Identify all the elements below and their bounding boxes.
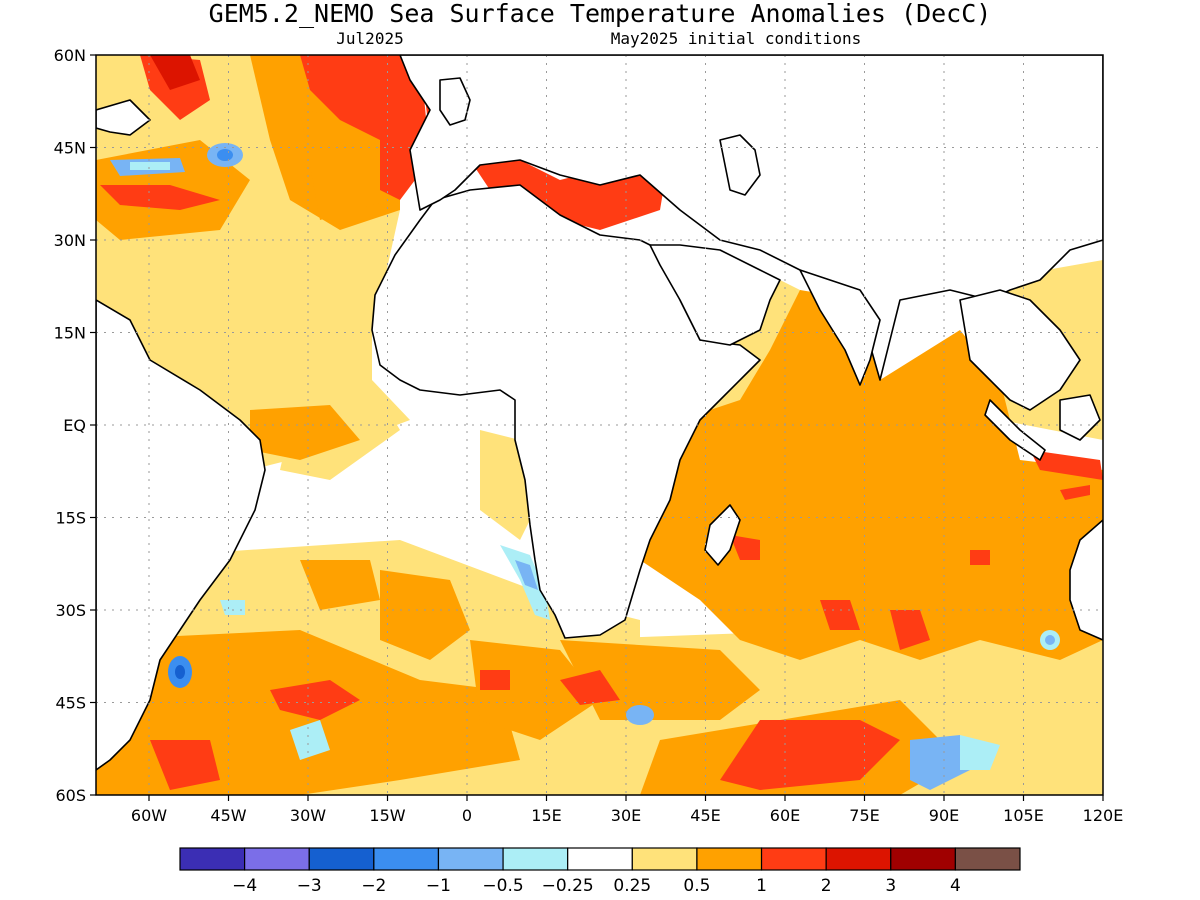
- valid-month-label: Jul2025: [336, 29, 403, 48]
- colorbar-swatch: [308, 847, 375, 871]
- lat-tick-label: 45S: [55, 694, 86, 713]
- caspian-sea: [719, 134, 761, 196]
- colorbar-swatch: [567, 847, 633, 871]
- lon-tick-label: 45E: [690, 806, 720, 825]
- colorbar-swatch: [954, 847, 1021, 871]
- colorbar-label: 2: [821, 876, 832, 896]
- anomaly-band-0p5: [96, 55, 1103, 795]
- colorbar-swatch: [890, 847, 956, 871]
- borneo-landmass: [1059, 394, 1101, 441]
- lon-tick-label: 45W: [210, 806, 246, 825]
- lon-tick-label: 0: [462, 806, 472, 825]
- greenland-tip: [96, 99, 151, 136]
- colorbar-swatch: [244, 847, 310, 871]
- colorbar-swatch: [373, 847, 440, 871]
- colorbar: −4 −3 −2 −1 −0.5 −0.25 0.25 0.5 1 2 3 4: [179, 847, 1021, 896]
- lat-tick-label: 15S: [55, 509, 86, 528]
- colorbar-label: 1: [756, 876, 767, 896]
- south-america-landmass: [96, 299, 266, 771]
- colorbar-label: −2: [361, 876, 386, 896]
- lat-tick-label: 60N: [54, 46, 86, 65]
- anomaly-band-neg: [110, 143, 1060, 790]
- lat-tick-label: 30N: [54, 231, 86, 250]
- lat-tick-label: 45N: [54, 139, 86, 158]
- map-field: [96, 55, 1103, 795]
- lon-tick-label: 105E: [1003, 806, 1044, 825]
- lon-tick-label: 60E: [770, 806, 800, 825]
- colorbar-label: −4: [232, 876, 257, 896]
- australia-landmass: [1069, 519, 1103, 641]
- init-conditions-label: May2025 initial conditions: [611, 29, 861, 48]
- madagascar-landmass: [704, 504, 741, 566]
- grid-lines: [96, 55, 1103, 795]
- lon-tick-label: 30E: [611, 806, 641, 825]
- lat-tick-label: 60S: [55, 786, 86, 805]
- colorbar-label: −3: [297, 876, 322, 896]
- lon-tick-label: 15E: [531, 806, 561, 825]
- lon-tick-label: 30W: [290, 806, 326, 825]
- map-title: GEM5.2_NEMO Sea Surface Temperature Anom…: [209, 0, 992, 28]
- lat-tick-label: 30S: [55, 601, 86, 620]
- southeast-asia-landmass: [959, 289, 1081, 411]
- anomaly-band-2: [150, 55, 200, 90]
- colorbar-label: 0.25: [613, 876, 651, 896]
- colorbar-label: 4: [950, 876, 961, 896]
- colorbar-swatch: [179, 847, 246, 871]
- colorbar-label: −0.25: [542, 876, 594, 896]
- lat-tick-label: 15N: [54, 324, 86, 343]
- europe-landmass: [399, 55, 1103, 381]
- colorbar-swatch: [760, 847, 827, 871]
- lon-tick-label: 60W: [131, 806, 167, 825]
- colorbar-label: −0.5: [482, 876, 523, 896]
- colorbar-swatch: [825, 847, 892, 871]
- colorbar-label: −1: [426, 876, 451, 896]
- lon-tick-label: 120E: [1083, 806, 1124, 825]
- india-landmass: [799, 269, 881, 386]
- lon-tick-label: 90E: [929, 806, 959, 825]
- land-mask: [96, 55, 1103, 771]
- sumatra-landmass: [984, 399, 1046, 461]
- colorbar-swatch: [631, 847, 698, 871]
- arabia-landmass: [649, 244, 781, 346]
- lon-tick-label: 15W: [369, 806, 405, 825]
- longitude-axis: 60W 45W 30W 15W 0 15E 30E 45E 60E 75E 90E 105E 120E: [131, 795, 1123, 825]
- colorbar-swatch: [437, 847, 504, 871]
- colorbar-label: 3: [885, 876, 896, 896]
- latitude-axis: 60N 45N 30N 15N EQ 15S 30S 45S 60S: [54, 46, 96, 805]
- british-isles: [439, 77, 471, 126]
- lat-tick-label: EQ: [63, 416, 86, 435]
- colorbar-swatch: [502, 847, 569, 871]
- colorbar-swatch: [696, 847, 763, 871]
- lon-tick-label: 75E: [849, 806, 879, 825]
- colorbar-label: 0.5: [683, 876, 710, 896]
